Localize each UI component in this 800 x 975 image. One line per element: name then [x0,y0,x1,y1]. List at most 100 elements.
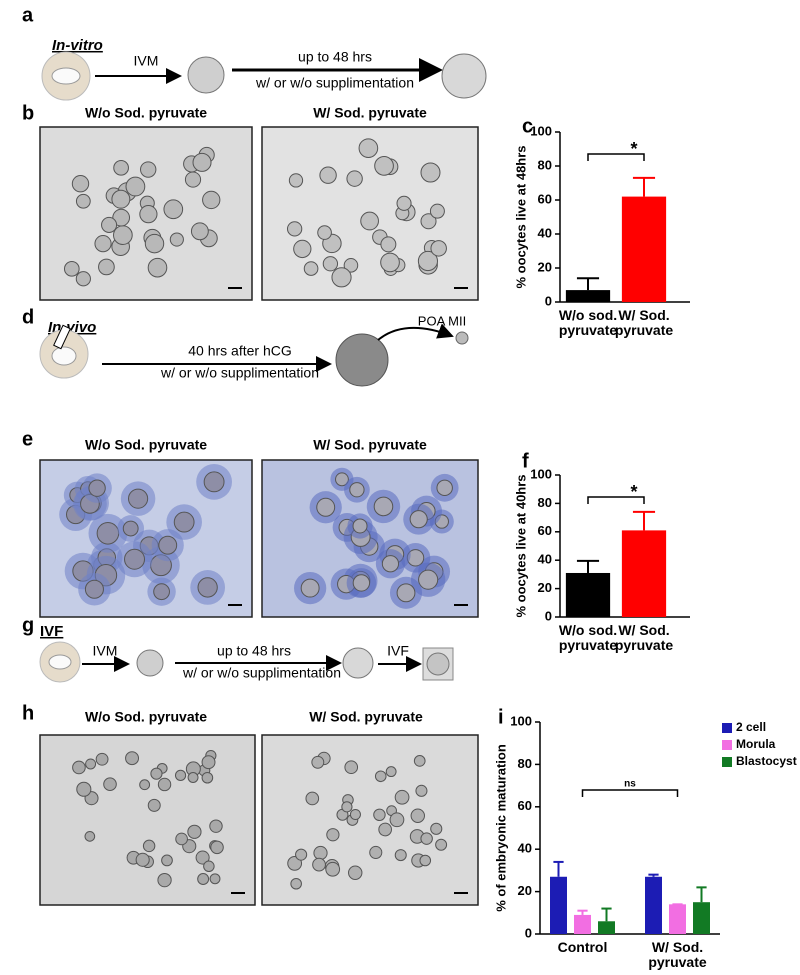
micrograph-cell [147,257,168,278]
significance-bracket [587,153,645,161]
micrograph-cell [305,791,320,806]
oocyte-icon [441,53,487,99]
significance-bracket [581,789,679,797]
micrograph-cell [157,872,172,888]
micrograph-cell [312,857,326,872]
micrograph-cell [125,751,140,766]
y-axis-label: % oocytes live at 40hrs [513,474,528,617]
bar [621,530,667,617]
micrograph-cell [430,240,447,257]
micrograph-cell [125,176,146,197]
micrograph-cell [380,236,397,253]
y-tick-label: 100 [530,123,552,138]
micrograph-cell [169,232,184,247]
micrograph-cell [173,511,195,533]
micrograph-cell [128,488,149,509]
micrograph [39,734,256,906]
micrograph-cell [420,213,437,230]
micrograph-cell [378,822,392,837]
arrow-label: 40 hrs after hCG [188,343,292,359]
y-tick-label: 60 [538,191,552,206]
micrograph-cell [313,845,328,861]
bar [621,196,667,302]
micrograph-cell [420,162,441,183]
micrograph-cell [84,579,104,599]
micrograph-cell [410,808,425,823]
micrograph-cell [195,850,210,865]
mouse-body [51,67,81,85]
micrograph-cell [150,767,163,780]
y-tick-label: 100 [530,466,552,481]
panel-label: e [22,428,33,450]
micrograph-cell [385,766,397,778]
legend-label: Morula [736,737,776,751]
micrograph-cell [300,578,320,598]
micrograph-cell [373,496,394,517]
micrograph-cell [317,225,332,240]
micrograph [261,734,479,906]
panel-label: f [522,450,529,472]
significance-label: ns [624,779,636,790]
y-axis-label: % of embryonic maturation [493,744,508,912]
bar [565,572,611,617]
image-title: W/o Sod. pyruvate [85,437,207,453]
arrow-label: w/ or w/o supplimentation [182,665,341,681]
micrograph-cell [76,781,92,797]
y-tick-label: 40 [538,552,552,567]
micrograph-cell [360,211,379,231]
arrow-label: up to 48 hrs [298,49,372,65]
panel-label: b [22,102,34,124]
arrow-label: IVM [93,643,118,659]
panel-label: g [22,614,34,636]
micrograph-cell [293,239,312,259]
y-tick-label: 60 [518,798,532,813]
mouse-body [48,654,72,670]
image-title: W/ Sod. pyruvate [313,105,427,121]
micrograph-cell [103,777,117,792]
micrograph-cell [418,569,439,590]
micrograph-cell [322,256,339,272]
y-tick-label: 80 [538,157,552,172]
micrograph-cell [389,812,405,828]
significance-label: * [630,482,637,502]
oocyte-icon [342,647,374,679]
micrograph-cell [396,195,412,211]
y-tick-label: 20 [538,580,552,595]
x-tick-label: W/ Sod. pyruvate [614,622,674,653]
micrograph-cell [209,819,223,833]
micrograph-cell [326,828,340,842]
micrograph-cell [341,801,353,813]
micrograph-cell [335,472,349,487]
micrograph-cell [96,522,120,545]
micrograph-cell [75,271,91,287]
bar [645,876,662,934]
y-tick-label: 0 [545,293,552,308]
x-tick-label: W/o sod. pyruvate [558,622,618,653]
micrograph-cell [184,171,202,188]
micrograph-cell [319,166,337,184]
micrograph-cell [325,861,341,877]
legend-label: 2 cell [736,720,766,734]
cumulus-icon [335,333,389,387]
micrograph-cell [396,583,416,603]
bar [574,914,591,934]
micrograph-cell [142,839,156,853]
micrograph-cell [140,161,157,178]
micrograph-cell [352,518,368,534]
micrograph-cell [358,138,379,158]
image-title: W/o Sod. pyruvate [85,105,207,121]
micrograph-cell [419,854,432,867]
legend-swatch [722,740,732,750]
micrograph-cell [88,479,106,497]
micrograph-cell [409,510,428,529]
y-tick-label: 80 [518,756,532,771]
micrograph-cell [101,216,118,233]
bar [565,290,611,302]
micrograph-cell [203,860,215,873]
micrograph-cell [290,877,302,890]
micrograph-cell [201,771,214,784]
micrograph-cell [420,832,433,845]
y-tick-label: 40 [518,841,532,856]
micrograph-cell [94,235,112,253]
